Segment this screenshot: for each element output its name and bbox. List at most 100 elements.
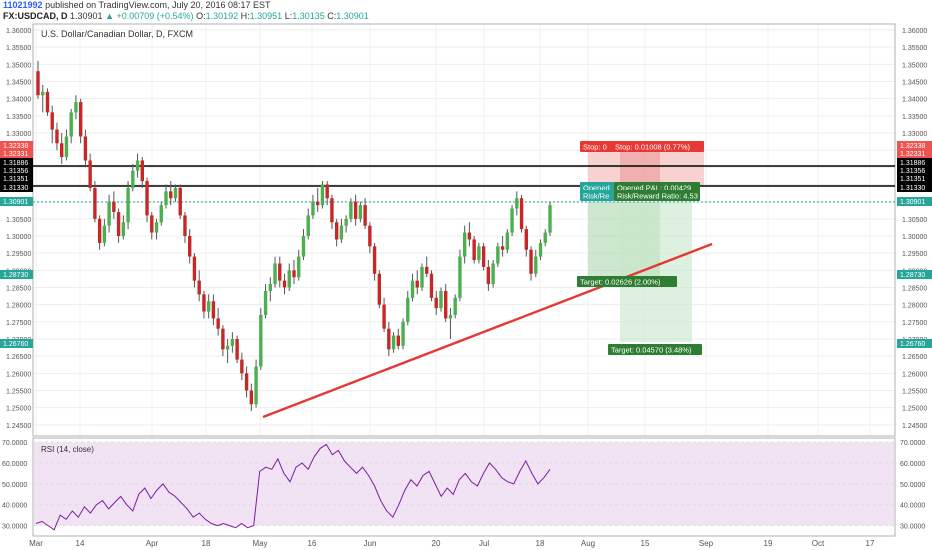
rsi-tick-right: 50.0000 xyxy=(900,482,925,489)
price-tag-left-box xyxy=(0,339,33,348)
candle-bearish xyxy=(334,222,339,240)
candle-bearish xyxy=(524,229,528,250)
y-tick-label-left: 1.24500 xyxy=(6,423,31,430)
candle-bullish xyxy=(41,91,45,96)
candle-bearish xyxy=(78,102,83,137)
candle-bearish xyxy=(429,273,434,298)
candle-bullish xyxy=(420,266,424,288)
candle-bullish xyxy=(505,232,510,250)
horizontal-levels[interactable] xyxy=(33,165,895,203)
candle-bearish xyxy=(88,160,92,188)
candle-bullish xyxy=(206,301,211,312)
rsi-tick-left: 60.0000 xyxy=(2,461,27,468)
candle-bullish xyxy=(543,232,547,243)
candle-bullish xyxy=(453,297,457,315)
y-tick-label-left: 1.35000 xyxy=(6,62,31,69)
candle-bearish xyxy=(519,198,524,230)
x-tick-label: Apr xyxy=(146,539,159,548)
main-pane-border xyxy=(32,23,896,437)
y-tick-label-left: 1.36000 xyxy=(6,28,31,35)
rsi-tick-right: 30.0000 xyxy=(900,524,925,531)
target-zone-2 xyxy=(620,202,692,342)
candle-bullish xyxy=(126,187,130,223)
stop-label: Stop: 0 xyxy=(583,143,607,152)
price-tag-left: 1.31356 xyxy=(3,168,28,175)
x-tick-label: 14 xyxy=(76,539,85,548)
author-link[interactable]: 11021992 xyxy=(3,0,43,10)
candle-bullish xyxy=(391,335,396,350)
x-tick-label: Mar xyxy=(29,539,43,548)
candle-bullish xyxy=(154,222,159,233)
risk-reward-label-box xyxy=(614,190,700,201)
target2-label-box xyxy=(608,344,702,355)
candle-bearish xyxy=(83,136,88,161)
candle-bullish xyxy=(268,284,272,291)
y-tick-label-right: 1.33500 xyxy=(902,114,927,121)
candle-bearish xyxy=(112,201,116,212)
x-tick-label: Aug xyxy=(581,539,595,548)
candle-bullish xyxy=(439,290,443,309)
y-tick-label-right: 1.28000 xyxy=(902,303,927,310)
candle-bullish xyxy=(510,208,514,233)
candle-bullish xyxy=(491,263,495,285)
candle-bearish xyxy=(415,280,419,288)
y-tick-label-right: 1.30000 xyxy=(902,234,927,241)
candle-bearish xyxy=(202,294,206,312)
price-tag-right-box xyxy=(897,141,932,150)
rsi-title: RSI (14, close) xyxy=(41,445,94,454)
annotation-labels: Stop: 0 Stop: 0.01008 (0.77%)OpenedRisk/R… xyxy=(577,141,704,355)
candle-bearish xyxy=(330,198,334,223)
price-tag-right: 1.28730 xyxy=(900,272,925,279)
y-tick-label-right: 1.35000 xyxy=(902,62,927,69)
price-axis[interactable]: 1.36000 1.36000 1.35500 1.35500 1.35000 1.350… xyxy=(0,28,932,430)
x-tick-label: Jun xyxy=(364,539,377,548)
candle-bearish xyxy=(425,266,429,274)
candle-bullish xyxy=(538,242,543,257)
symbol-label[interactable]: FX:USDCAD, D xyxy=(3,11,68,21)
candle-bullish xyxy=(164,191,168,206)
price-tag-left: 1.26760 xyxy=(3,341,28,348)
position-overlays[interactable] xyxy=(588,141,704,342)
candle-bullish xyxy=(287,270,291,288)
price-tag-left-box xyxy=(0,166,33,175)
price-tag-left-box xyxy=(0,197,33,206)
candle-bullish xyxy=(462,232,467,257)
ohlc-l-value: 1.30135 xyxy=(292,11,325,21)
risk-reward-label: Risk/Reward Ratio: 4.53 xyxy=(617,192,698,201)
time-axis[interactable]: Mar 14 Apr 18 May 16 Jun 20 Jul 18 Aug 15 Sep 19 Oct 17 xyxy=(29,539,875,548)
ohlc-h-label: H: xyxy=(240,11,250,21)
y-tick-label-right: 1.36000 xyxy=(902,28,927,35)
candle-bearish xyxy=(353,201,358,219)
y-tick-label-right: 1.24500 xyxy=(902,423,927,430)
price-tag-right: 1.26760 xyxy=(900,341,925,348)
candle-bearish xyxy=(363,205,367,226)
y-tick-label-left: 1.28000 xyxy=(6,303,31,310)
candle-bearish xyxy=(140,160,144,182)
candle-bearish xyxy=(472,239,476,261)
y-tick-label-left: 1.33500 xyxy=(6,114,31,121)
price-tag-right: 1.31330 xyxy=(900,185,925,192)
candle-bullish xyxy=(102,225,107,243)
candle-bearish xyxy=(377,273,382,305)
candles-layer xyxy=(36,60,552,412)
candle-bearish xyxy=(387,328,391,350)
y-tick-label-right: 1.25500 xyxy=(902,389,927,396)
chart-header: 11021992 published on TradingView.com, J… xyxy=(0,0,932,22)
candle-bullish xyxy=(406,297,410,322)
price-tag-left: 1.31351 xyxy=(3,176,28,183)
rsi-tick-left: 30.0000 xyxy=(2,524,27,531)
candle-bearish xyxy=(500,246,505,250)
y-tick-label-right: 1.29500 xyxy=(902,251,927,258)
price-tag-right: 1.32331 xyxy=(900,151,925,158)
y-tick-label-left: 1.30000 xyxy=(6,234,31,241)
candle-bullish xyxy=(301,236,306,257)
rsi-tick-left: 40.0000 xyxy=(2,503,27,510)
stop-detail-label: Stop: 0.01008 (0.77%) xyxy=(615,143,691,152)
candle-bullish xyxy=(311,201,315,216)
candle-bullish xyxy=(254,366,258,405)
candle-bearish xyxy=(382,304,386,329)
candle-bearish xyxy=(368,225,372,247)
price-tag-left: 1.30901 xyxy=(3,199,28,206)
trendline-layer[interactable] xyxy=(262,242,713,419)
